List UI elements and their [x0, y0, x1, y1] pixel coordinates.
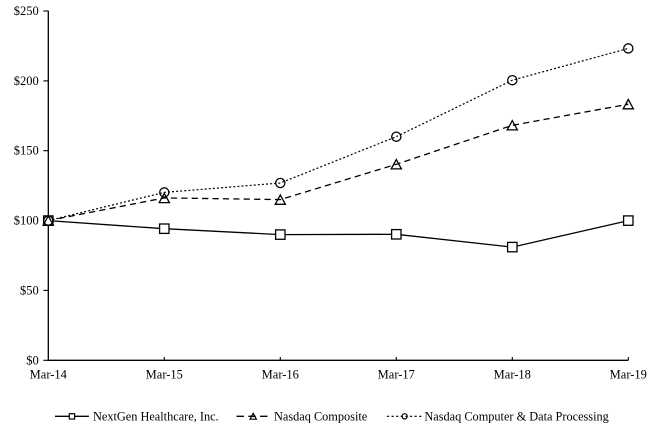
svg-text:$0: $0: [26, 353, 39, 367]
svg-text:Mar-16: Mar-16: [262, 368, 299, 382]
svg-text:$150: $150: [14, 144, 39, 158]
svg-text:Mar-15: Mar-15: [146, 368, 183, 382]
svg-text:$100: $100: [14, 214, 39, 228]
svg-text:Mar-18: Mar-18: [494, 368, 531, 382]
svg-text:Nasdaq Computer & Data Process: Nasdaq Computer & Data Processing: [424, 410, 608, 424]
svg-text:Mar-19: Mar-19: [610, 368, 647, 382]
svg-text:NextGen Healthcare, Inc.: NextGen Healthcare, Inc.: [93, 410, 219, 424]
svg-text:Mar-17: Mar-17: [378, 368, 415, 382]
svg-text:$200: $200: [14, 74, 39, 88]
svg-text:Nasdaq Composite: Nasdaq Composite: [274, 410, 368, 424]
svg-text:Mar-14: Mar-14: [30, 368, 68, 382]
svg-text:$250: $250: [14, 4, 39, 18]
svg-text:$50: $50: [20, 283, 39, 297]
